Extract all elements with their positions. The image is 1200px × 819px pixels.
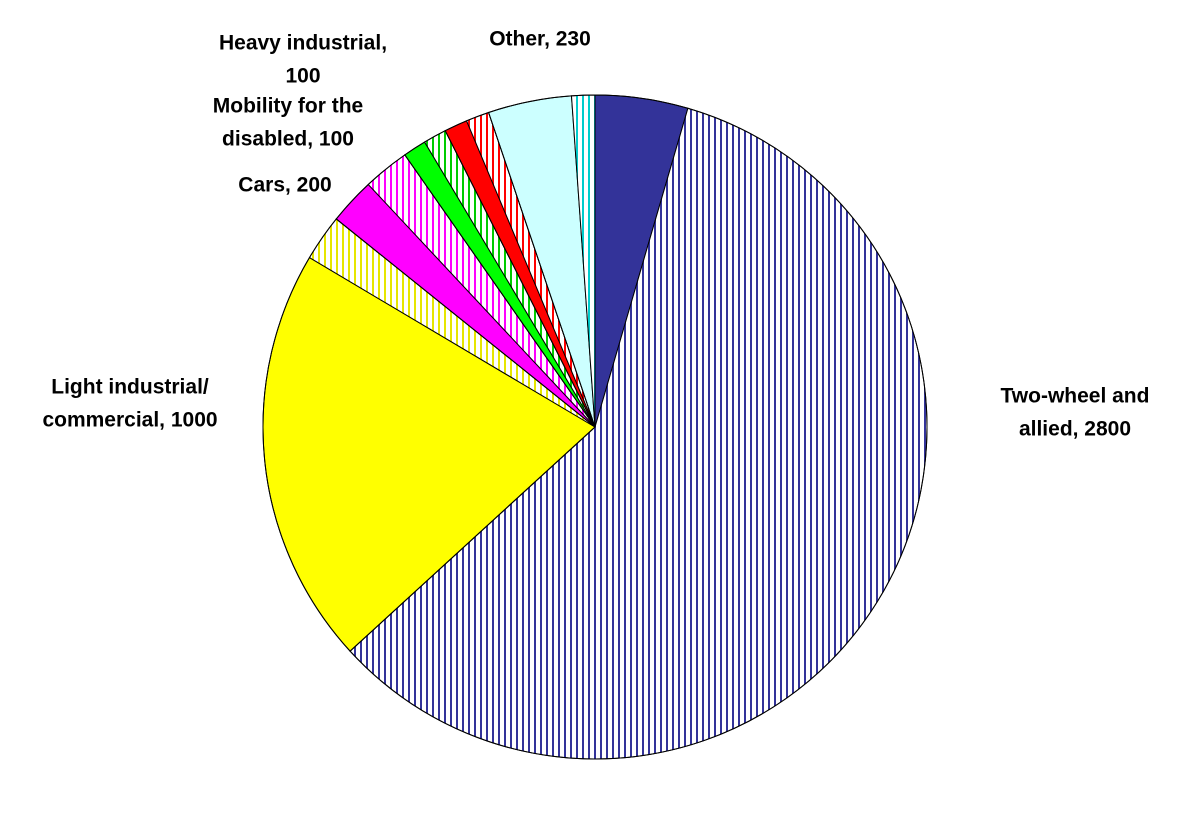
- slice-label: commercial, 1000: [42, 409, 217, 432]
- slice-label: Two-wheel and: [1001, 385, 1150, 408]
- slice-label: Light industrial/: [51, 376, 209, 399]
- pie-slice: [349, 94, 928, 760]
- pie-slice: [487, 94, 596, 428]
- slice-label: 100: [285, 65, 320, 88]
- slice-label: Other, 230: [489, 28, 591, 51]
- slice-label: Heavy industrial,: [219, 32, 387, 55]
- slice-label: disabled, 100: [222, 128, 354, 151]
- slice-label: Cars, 200: [238, 174, 331, 197]
- pie-slice: [262, 218, 596, 652]
- slice-label: allied, 2800: [1019, 418, 1131, 441]
- slice-label: Mobility for the: [213, 95, 364, 118]
